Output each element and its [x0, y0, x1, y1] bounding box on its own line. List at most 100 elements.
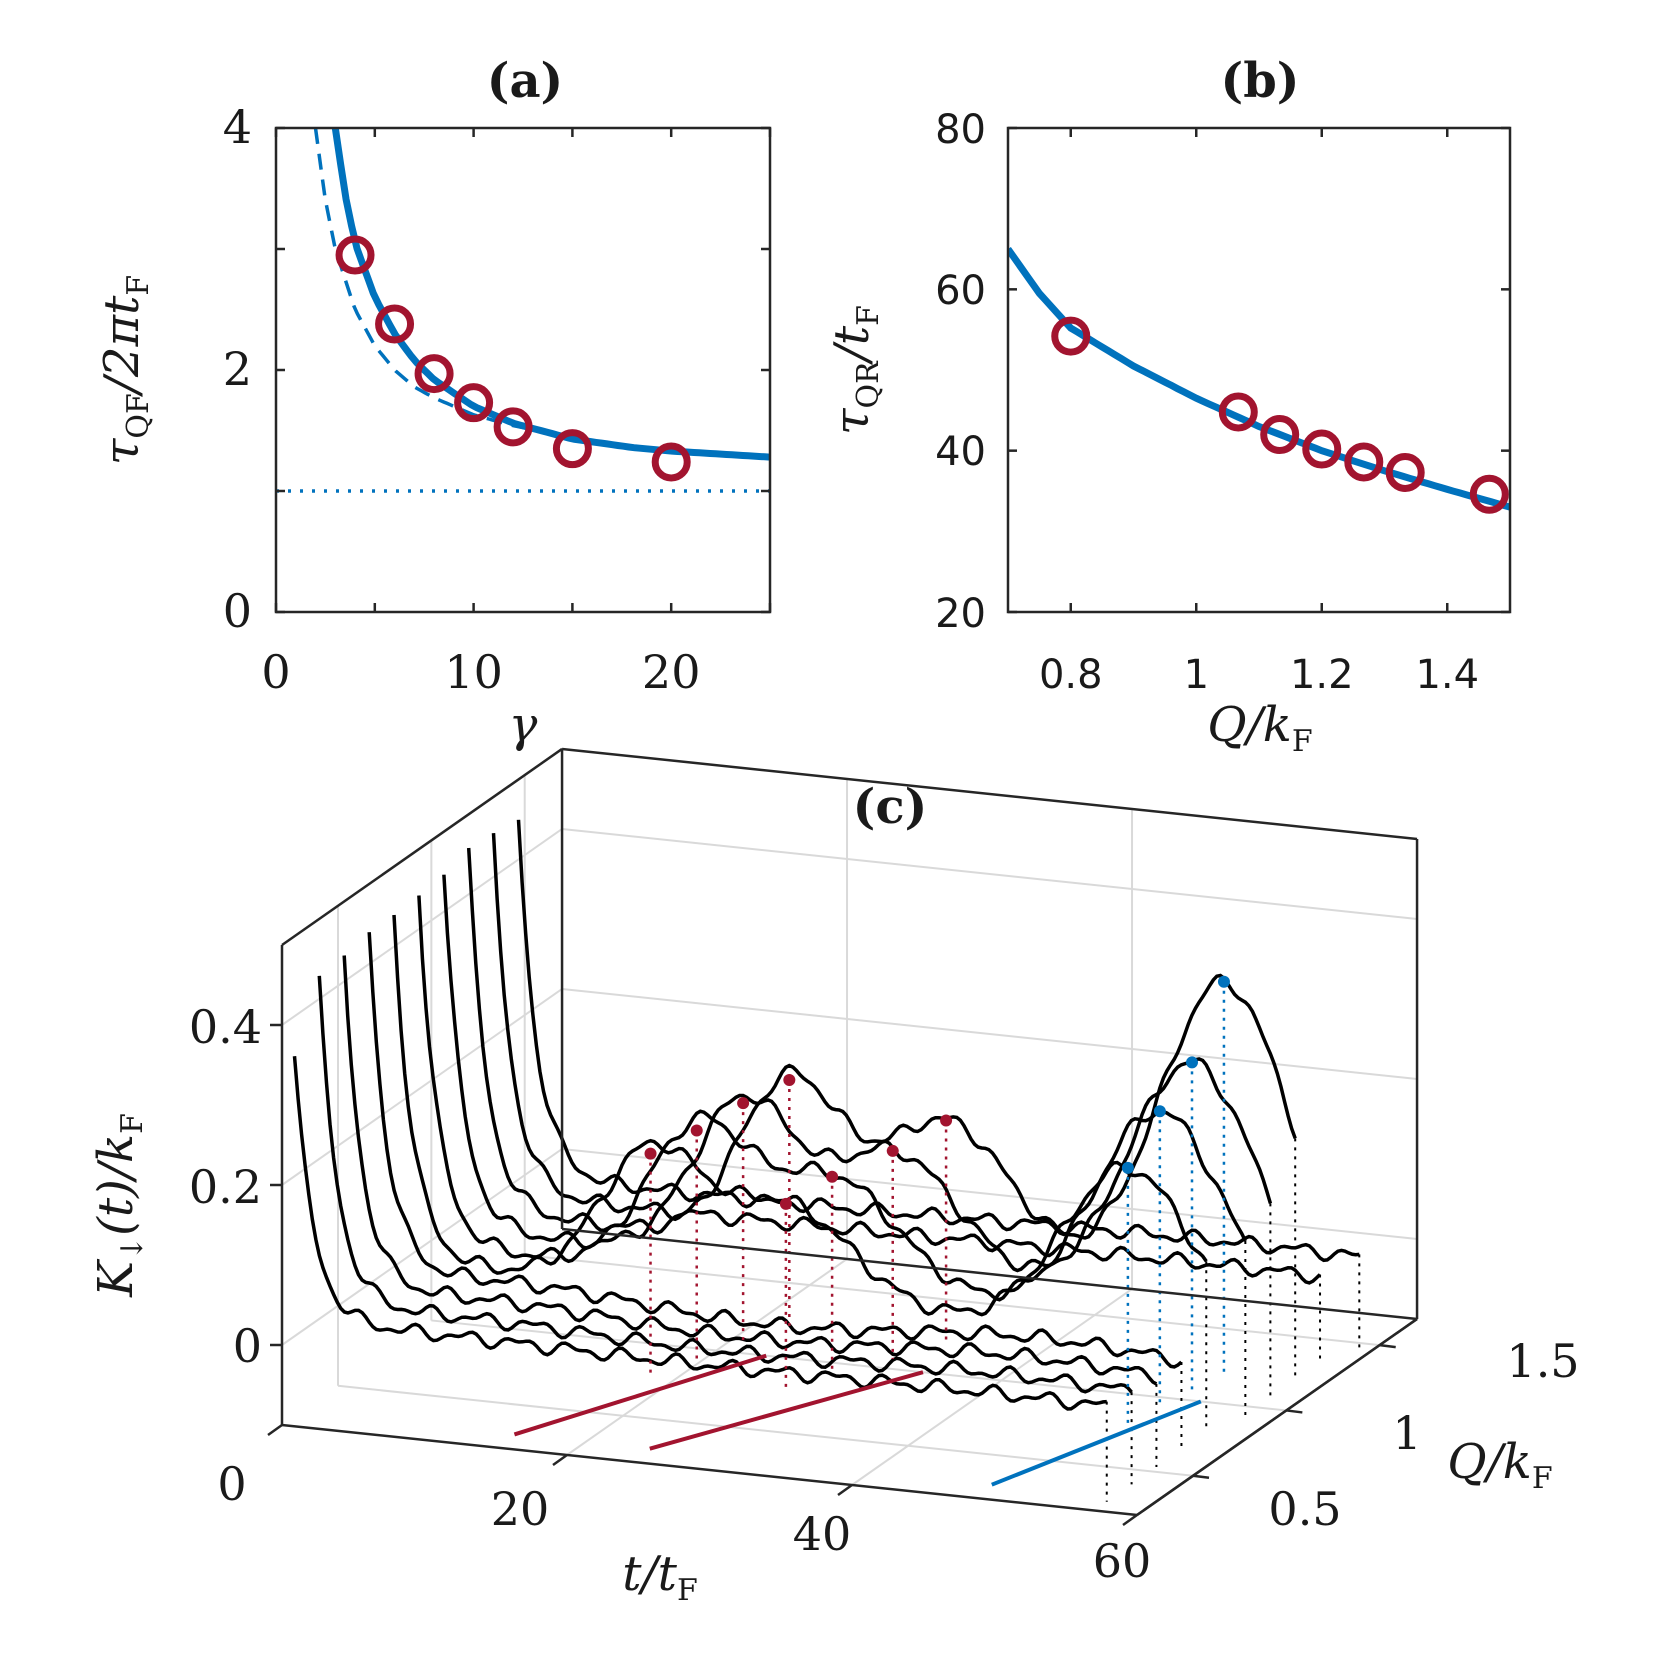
- panel-c-ttick-20: 20: [491, 1482, 550, 1536]
- panel-b-xtick-0.8: 0.8: [1039, 652, 1103, 698]
- panel-a-title: (a): [487, 53, 564, 109]
- panel-c-box-edge: [281, 747, 563, 947]
- panel-a-data-point: [651, 442, 691, 482]
- panel-a-ticks: [274, 126, 772, 614]
- panel-c-trace-q0: [292, 1056, 1107, 1411]
- panel-c-grid-floor-q: [431, 1319, 1287, 1412]
- panel-c-trace-q9: [516, 819, 1360, 1263]
- panel-b-data-point: [1218, 392, 1258, 432]
- panel-c-trace-q1: [317, 975, 1133, 1394]
- panel-a-xtick-10: 10: [444, 645, 503, 699]
- panel-b-ytick-80: 80: [935, 107, 986, 153]
- panel-c-t-tick: [837, 1483, 853, 1497]
- panel-c-q-axis: [1136, 1317, 1418, 1517]
- panel-b-axes-box: [1006, 126, 1512, 614]
- panel-c-peak2-marker: [886, 1144, 899, 1157]
- panel-c-plot-area: [292, 819, 1361, 1502]
- panel-c-t-tick: [267, 1423, 283, 1437]
- panel-b-ytick-60: 60: [935, 268, 986, 314]
- panel-c: (c) 0 20 40 60 0 0.2 0.4 0.5 1 1.5 t/tF …: [88, 747, 1580, 1608]
- panel-c-box-edge: [561, 1227, 1418, 1321]
- panel-c-grid-back-k: [561, 987, 1418, 1080]
- panel-b-plot-area: [1008, 246, 1510, 514]
- panel-a-xlabel: γ: [509, 697, 538, 753]
- panel-c-trace-q4: [392, 914, 1208, 1317]
- panel-c-trace-q6: [442, 874, 1273, 1273]
- panel-c-peak3-marker: [1153, 1105, 1166, 1118]
- panel-a-data-point: [454, 383, 494, 423]
- panel-c-peak3-marker: [1121, 1161, 1134, 1174]
- panel-a-solid-line-1: [331, 128, 770, 461]
- panel-c-peak3-marker: [1217, 975, 1230, 988]
- panel-c-q-tick: [1286, 1409, 1303, 1414]
- panel-a-data-point: [375, 304, 415, 344]
- panel-b-data-point: [1469, 474, 1509, 514]
- panel-a-ylabel: τQF/2πtF: [94, 275, 156, 465]
- panel-b-solid-line-1: [1008, 246, 1510, 511]
- panel-c-peak3-floor-fit: [991, 1399, 1202, 1487]
- panel-a-ytick-2: 2: [223, 342, 252, 396]
- panel-b-ytick-40: 40: [935, 429, 986, 475]
- panel-c-ktick-0: 0: [233, 1319, 262, 1373]
- panel-c-grid-side-k: [281, 988, 563, 1186]
- panel-c-ttick-40: 40: [793, 1507, 852, 1561]
- svg-text:τQR/tF: τQR/tF: [824, 305, 886, 435]
- panel-c-qtick-1: 1: [1392, 1406, 1421, 1460]
- svg-text:t/tF: t/tF: [622, 1546, 698, 1608]
- panel-a-ytick-4: 4: [223, 100, 252, 154]
- panel-c-peak1-marker: [690, 1124, 703, 1137]
- panel-c-t-tick: [1122, 1513, 1138, 1527]
- panel-c-ktick-0.4: 0.4: [189, 1000, 262, 1054]
- panel-c-peak1-marker: [737, 1097, 750, 1110]
- svg-text:τQF/2πtF: τQF/2πtF: [94, 275, 156, 465]
- panel-c-qtick-0.5: 0.5: [1268, 1482, 1341, 1536]
- panel-c-qlabel: Q/kF: [1447, 1434, 1552, 1496]
- panel-b-ticks: [1008, 126, 1510, 614]
- panel-c-grid-floor-t: [566, 1258, 848, 1456]
- panel-b-data-point: [1260, 415, 1300, 455]
- panel-b-series-group: [1008, 246, 1510, 514]
- panel-c-grid-floor-q: [524, 1254, 1380, 1347]
- panel-b-data-point: [1385, 452, 1425, 492]
- panel-b: (b) 0.8 1 1.2 1.4 20 40 60 80 Q/kF τQR/t…: [824, 53, 1512, 759]
- panel-c-tlabel: t/tF: [622, 1546, 698, 1608]
- panel-c-qtick-1.5: 1.5: [1506, 1334, 1579, 1388]
- panel-a-plot-area: [276, 128, 770, 493]
- panel-a-data-point: [493, 407, 533, 447]
- svg-text:Q/kF: Q/kF: [1207, 697, 1312, 759]
- svg-text:Q/kF: Q/kF: [1447, 1434, 1552, 1496]
- panel-c-peak2-floor-fit: [649, 1370, 924, 1451]
- panel-b-xtick-1.4: 1.4: [1415, 652, 1479, 698]
- panel-c-title: (c): [853, 779, 928, 835]
- panel-c-peak2-marker: [940, 1114, 953, 1127]
- panel-c-q-tick: [1379, 1343, 1396, 1349]
- panel-b-data-point: [1051, 316, 1091, 356]
- svg-text:K↓(t)/kF: K↓(t)/kF: [88, 1113, 150, 1298]
- panel-c-box-edge: [561, 747, 1418, 841]
- panel-a: (a) 0 10 20 0 2 4 γ τQF/2πtF: [94, 53, 772, 753]
- panel-b-xlabel: Q/kF: [1207, 697, 1312, 759]
- panel-c-ktick-0.2: 0.2: [189, 1160, 262, 1214]
- panel-a-dashed-line-2: [313, 128, 573, 439]
- panel-c-grid-back-k: [561, 827, 1418, 920]
- panel-a-data-point: [335, 235, 375, 275]
- panel-c-axes: [267, 747, 1419, 1527]
- panel-a-data-point: [552, 429, 592, 469]
- panel-b-title: (b): [1221, 53, 1300, 109]
- panel-c-ttick-60: 60: [1093, 1534, 1152, 1588]
- panel-c-grid-side-k: [281, 1148, 563, 1346]
- panel-b-data-point: [1344, 442, 1384, 482]
- panel-b-xtick-1.2: 1.2: [1290, 652, 1354, 698]
- panel-c-peak3-marker: [1185, 1056, 1198, 1069]
- panel-c-t-axis: [281, 1423, 1138, 1517]
- panel-b-data-point: [1302, 429, 1342, 469]
- panel-a-ytick-0: 0: [223, 584, 252, 638]
- panel-c-peak1-marker: [783, 1074, 796, 1087]
- panel-c-peak1-marker: [644, 1147, 657, 1160]
- panel-c-ylabel: K↓(t)/kF: [88, 1113, 150, 1298]
- panel-c-grid-back-k: [561, 1147, 1418, 1240]
- panel-c-grid-floor-q: [337, 1384, 1194, 1477]
- panel-c-trace-q2: [342, 955, 1158, 1386]
- panel-a-data-point: [414, 354, 454, 394]
